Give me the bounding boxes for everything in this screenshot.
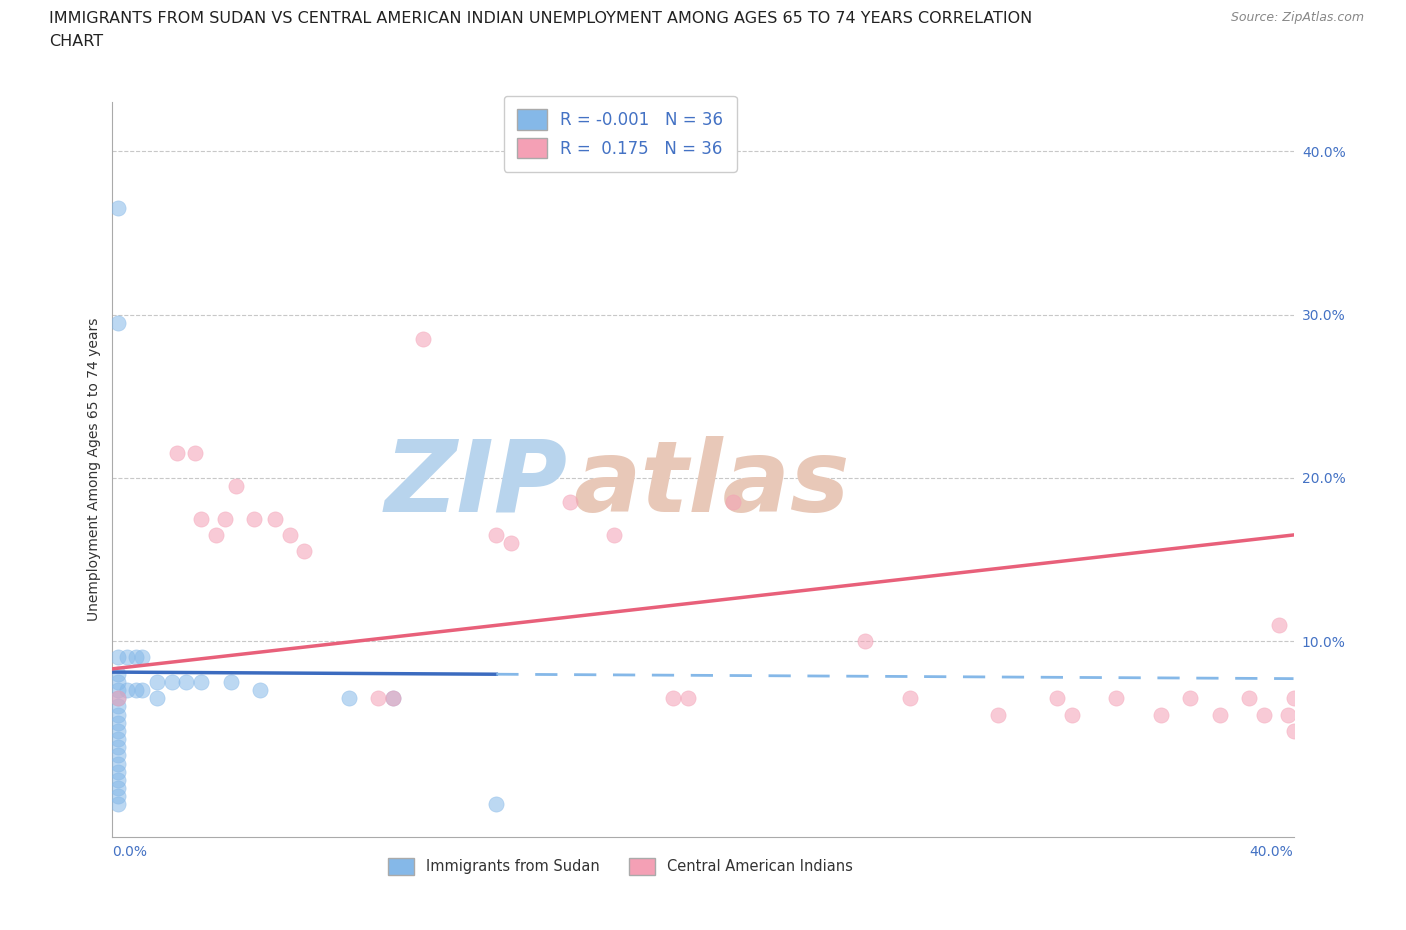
Point xyxy=(485,527,508,542)
Point xyxy=(107,773,129,788)
Point xyxy=(558,495,582,510)
Point xyxy=(107,650,129,665)
Point xyxy=(174,674,197,689)
Point xyxy=(107,715,129,730)
Point xyxy=(603,527,626,542)
Point xyxy=(146,691,169,706)
Point xyxy=(117,650,138,665)
Text: 0.0%: 0.0% xyxy=(112,845,148,859)
Point xyxy=(107,789,129,804)
Point xyxy=(1105,691,1128,706)
Point xyxy=(107,315,129,330)
Point xyxy=(107,691,129,706)
Point xyxy=(107,691,129,706)
Point xyxy=(107,699,129,714)
Point xyxy=(184,445,207,460)
Y-axis label: Unemployment Among Ages 65 to 74 years: Unemployment Among Ages 65 to 74 years xyxy=(87,318,101,621)
Point xyxy=(160,674,183,689)
Point xyxy=(107,748,129,763)
Point xyxy=(1208,707,1232,722)
Point xyxy=(107,756,129,771)
Point xyxy=(131,683,153,698)
Point xyxy=(107,780,129,795)
Point xyxy=(662,691,685,706)
Point xyxy=(411,332,433,347)
Text: Source: ZipAtlas.com: Source: ZipAtlas.com xyxy=(1230,11,1364,24)
Point xyxy=(125,650,148,665)
Point xyxy=(117,683,138,698)
Point xyxy=(987,707,1010,722)
Point xyxy=(337,691,360,706)
Point xyxy=(125,683,148,698)
Point xyxy=(898,691,921,706)
Point xyxy=(190,674,212,689)
Point xyxy=(382,691,405,706)
Text: ZIP: ZIP xyxy=(384,436,567,533)
Point xyxy=(107,797,129,812)
Point xyxy=(1268,618,1291,632)
Point xyxy=(1150,707,1173,722)
Point xyxy=(678,691,700,706)
Point xyxy=(225,479,247,494)
Point xyxy=(107,666,129,681)
Point xyxy=(382,691,405,706)
Point xyxy=(214,512,236,526)
Point xyxy=(190,512,212,526)
Point xyxy=(1239,691,1261,706)
Point xyxy=(107,724,129,738)
Point xyxy=(485,797,508,812)
Point xyxy=(107,739,129,754)
Point xyxy=(107,674,129,689)
Point xyxy=(107,707,129,722)
Point xyxy=(855,633,877,648)
Point xyxy=(131,650,153,665)
Point xyxy=(264,512,287,526)
Point xyxy=(1062,707,1084,722)
Point xyxy=(1046,691,1069,706)
Point xyxy=(243,512,266,526)
Point xyxy=(107,764,129,779)
Point xyxy=(166,445,188,460)
Text: CHART: CHART xyxy=(49,34,103,49)
Point xyxy=(107,201,129,216)
Legend: Immigrants from Sudan, Central American Indians: Immigrants from Sudan, Central American … xyxy=(382,852,859,881)
Point xyxy=(292,544,315,559)
Point xyxy=(107,683,129,698)
Point xyxy=(146,674,169,689)
Point xyxy=(1282,724,1305,738)
Text: 40.0%: 40.0% xyxy=(1250,845,1294,859)
Point xyxy=(107,732,129,747)
Point xyxy=(367,691,389,706)
Point xyxy=(501,536,523,551)
Point xyxy=(278,527,301,542)
Point xyxy=(1277,707,1299,722)
Point xyxy=(1253,707,1275,722)
Point xyxy=(1282,691,1305,706)
Point xyxy=(219,674,242,689)
Point xyxy=(249,683,271,698)
Point xyxy=(721,495,744,510)
Point xyxy=(205,527,228,542)
Text: atlas: atlas xyxy=(574,436,849,533)
Point xyxy=(1178,691,1201,706)
Text: IMMIGRANTS FROM SUDAN VS CENTRAL AMERICAN INDIAN UNEMPLOYMENT AMONG AGES 65 TO 7: IMMIGRANTS FROM SUDAN VS CENTRAL AMERICA… xyxy=(49,11,1032,26)
